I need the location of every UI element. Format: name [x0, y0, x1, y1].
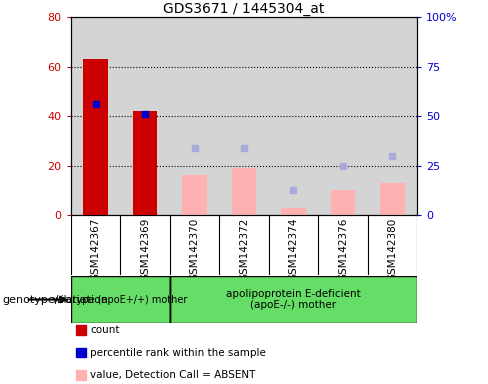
Bar — [182, 175, 207, 215]
Bar — [281, 208, 306, 215]
Bar — [83, 59, 108, 215]
Bar — [269, 17, 318, 215]
Text: GSM142369: GSM142369 — [140, 218, 150, 281]
Bar — [318, 17, 368, 215]
Bar — [368, 17, 417, 215]
FancyBboxPatch shape — [71, 276, 170, 323]
Text: GSM142380: GSM142380 — [387, 218, 398, 281]
FancyBboxPatch shape — [170, 276, 417, 323]
Bar — [331, 190, 355, 215]
Bar — [71, 17, 120, 215]
Text: genotype/variation: genotype/variation — [2, 295, 108, 305]
Title: GDS3671 / 1445304_at: GDS3671 / 1445304_at — [163, 2, 325, 16]
Text: apolipoprotein E-deficient
(apoE-/-) mother: apolipoprotein E-deficient (apoE-/-) mot… — [226, 289, 361, 310]
Bar — [120, 17, 170, 215]
Bar — [380, 183, 405, 215]
Bar — [219, 17, 269, 215]
Text: GSM142370: GSM142370 — [189, 218, 200, 281]
Text: value, Detection Call = ABSENT: value, Detection Call = ABSENT — [90, 370, 256, 380]
Text: GSM142376: GSM142376 — [338, 218, 348, 281]
Text: GSM142374: GSM142374 — [288, 218, 299, 281]
Text: percentile rank within the sample: percentile rank within the sample — [90, 348, 266, 358]
Bar — [232, 168, 256, 215]
Text: count: count — [90, 325, 120, 335]
Bar — [133, 111, 157, 215]
Bar — [170, 17, 219, 215]
Text: wildtype (apoE+/+) mother: wildtype (apoE+/+) mother — [53, 295, 187, 305]
Text: GSM142372: GSM142372 — [239, 218, 249, 281]
Text: GSM142367: GSM142367 — [90, 218, 101, 281]
